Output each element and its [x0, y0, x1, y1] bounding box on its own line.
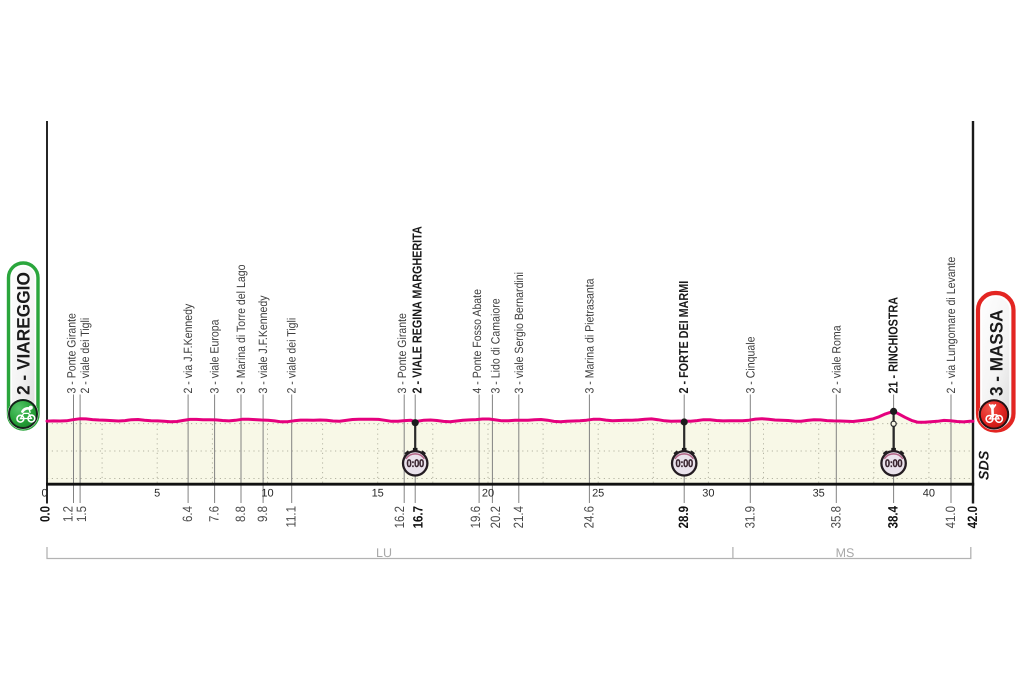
svg-text:3 - Ponte Girante: 3 - Ponte Girante [65, 313, 79, 394]
svg-text:0:00: 0:00 [676, 458, 694, 470]
svg-text:5: 5 [154, 488, 160, 500]
svg-text:25: 25 [592, 488, 604, 500]
svg-text:28.9: 28.9 [676, 506, 691, 528]
svg-text:38.4: 38.4 [886, 506, 901, 529]
svg-text:2 - viale dei Tigli: 2 - viale dei Tigli [285, 318, 299, 394]
svg-text:0:00: 0:00 [407, 458, 425, 470]
svg-text:2 - viale Roma: 2 - viale Roma [829, 325, 843, 393]
svg-text:20: 20 [482, 488, 494, 500]
svg-text:24.6: 24.6 [581, 506, 596, 528]
svg-text:LU: LU [376, 546, 392, 560]
svg-text:2 - via Lungomare di Levante: 2 - via Lungomare di Levante [944, 256, 958, 393]
svg-text:2 - via J.F.Kennedy: 2 - via J.F.Kennedy [181, 304, 195, 394]
svg-text:16.2: 16.2 [392, 506, 407, 528]
svg-text:3 - Lido di Camaiore: 3 - Lido di Camaiore [488, 298, 502, 393]
svg-text:3 - viale J.F.Kennedy: 3 - viale J.F.Kennedy [256, 295, 270, 393]
svg-text:31.9: 31.9 [742, 506, 757, 528]
svg-text:2 - VIALE REGINA MARGHERITA: 2 - VIALE REGINA MARGHERITA [410, 226, 425, 394]
svg-text:3 - MASSA: 3 - MASSA [987, 310, 1007, 396]
svg-text:1.5: 1.5 [74, 506, 89, 522]
svg-text:15: 15 [372, 488, 384, 500]
svg-text:3 - viale Europa: 3 - viale Europa [208, 319, 222, 393]
svg-text:3 - Ponte Girante: 3 - Ponte Girante [395, 313, 409, 394]
svg-text:21 - RINCHIOSTRA: 21 - RINCHIOSTRA [886, 296, 901, 393]
svg-text:9.8: 9.8 [255, 506, 270, 522]
svg-text:7.6: 7.6 [207, 506, 222, 522]
svg-text:2 - viale dei Tigli: 2 - viale dei Tigli [78, 318, 92, 394]
svg-text:1.2: 1.2 [61, 506, 76, 522]
svg-text:0:00: 0:00 [885, 458, 903, 470]
svg-text:20.2: 20.2 [488, 506, 503, 528]
svg-text:3 - Cinquale: 3 - Cinquale [743, 336, 757, 393]
svg-text:35.8: 35.8 [828, 506, 843, 528]
svg-text:2 - FORTE DEI MARMI: 2 - FORTE DEI MARMI [676, 281, 691, 394]
svg-text:0: 0 [41, 488, 47, 500]
svg-text:MS: MS [836, 546, 855, 560]
svg-text:19.6: 19.6 [468, 506, 483, 528]
svg-text:16.7: 16.7 [411, 506, 426, 528]
svg-text:10: 10 [261, 488, 273, 500]
svg-text:30: 30 [702, 488, 714, 500]
svg-text:11.1: 11.1 [284, 506, 299, 527]
svg-text:4 - Ponte Fosso Abate: 4 - Ponte Fosso Abate [470, 289, 484, 394]
svg-text:3 - Marina di Pietrasanta: 3 - Marina di Pietrasanta [582, 278, 596, 393]
svg-text:3 - Marina di Torre del Lago: 3 - Marina di Torre del Lago [234, 264, 248, 393]
svg-text:40: 40 [923, 488, 935, 500]
svg-text:0.0: 0.0 [38, 506, 53, 522]
svg-text:21.4: 21.4 [511, 506, 526, 529]
svg-text:41.0: 41.0 [943, 506, 958, 528]
svg-text:SDS: SDS [976, 450, 992, 480]
svg-text:2 - VIAREGGIO: 2 - VIAREGGIO [14, 272, 34, 395]
svg-text:35: 35 [813, 488, 825, 500]
svg-text:3 - viale Sergio Bernardini: 3 - viale Sergio Bernardini [512, 272, 526, 394]
svg-text:8.8: 8.8 [233, 506, 248, 522]
svg-text:6.4: 6.4 [180, 506, 195, 522]
svg-text:42.0: 42.0 [965, 506, 980, 528]
